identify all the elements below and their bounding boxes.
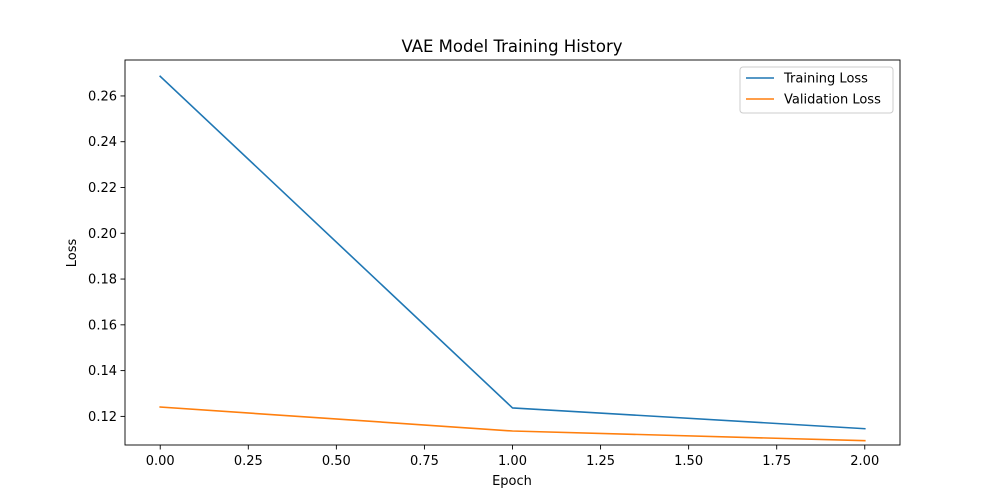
x-tick-label: 0.75: [410, 454, 439, 469]
x-tick-label: 0.50: [322, 454, 351, 469]
y-tick-label: 0.14: [88, 364, 117, 379]
legend: Training Loss Validation Loss: [739, 66, 894, 114]
x-tick-label: 1.75: [762, 454, 791, 469]
series-line-validation-loss: [159, 406, 866, 442]
y-tick-label: 0.26: [88, 89, 117, 104]
chart-title: VAE Model Training History: [401, 37, 622, 56]
x-tick-label: 1.50: [674, 454, 703, 469]
x-axis-label: Epoch: [492, 474, 532, 489]
x-tick-label: 1.25: [586, 454, 615, 469]
legend-label-validation-loss: Validation Loss: [784, 93, 881, 108]
legend-label-training-loss: Training Loss: [783, 72, 868, 87]
x-tick-label: 2.00: [850, 454, 879, 469]
y-axis-label: Loss: [65, 239, 80, 268]
series-line-training-loss: [159, 75, 866, 430]
y-tick-label: 0.18: [88, 273, 117, 288]
plot-area: 0.00 0.25 0.50 0.75 1.00 1.25 1.50 1.75 2.00 0.12…: [88, 59, 901, 469]
x-tick-label: 1.00: [498, 454, 527, 469]
x-tick-label: 0.25: [234, 454, 263, 469]
y-tick-label: 0.12: [88, 410, 117, 425]
y-tick-label: 0.24: [88, 135, 117, 150]
x-tick-label: 0.00: [146, 454, 175, 469]
y-tick-label: 0.22: [88, 181, 117, 196]
y-tick-label: 0.16: [88, 318, 117, 333]
y-tick-label: 0.20: [88, 227, 117, 242]
legend-box: [739, 66, 894, 114]
